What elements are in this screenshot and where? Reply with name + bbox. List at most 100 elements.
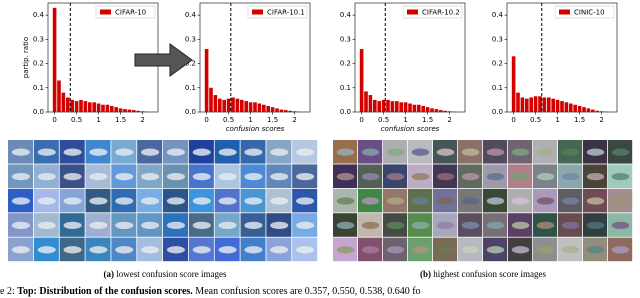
y-tick-label: 0.0: [340, 108, 351, 116]
image-grids: [8, 140, 633, 262]
y-tick-label: 0.2: [185, 60, 196, 68]
bar: [577, 105, 582, 112]
x-tick-label: 1: [403, 116, 407, 124]
image-object: [244, 148, 263, 156]
y-tick-label: 0.3: [33, 35, 44, 43]
bar: [88, 102, 92, 112]
bar: [425, 107, 430, 112]
image-object: [89, 197, 108, 205]
bar: [564, 102, 569, 112]
image-object: [11, 197, 30, 205]
bar: [533, 96, 538, 112]
image-object: [63, 172, 82, 181]
bar: [96, 103, 101, 112]
bar: [209, 87, 213, 112]
image-object: [218, 148, 237, 156]
bar: [127, 109, 132, 112]
image-object: [411, 221, 430, 230]
y-axis-label: partip. ratio: [22, 37, 30, 78]
bar: [292, 111, 297, 112]
bar: [110, 105, 114, 112]
image-object: [486, 148, 505, 156]
x-tick-label: 0: [511, 116, 515, 124]
bar: [262, 104, 266, 112]
image-object: [166, 172, 185, 181]
image-object: [166, 246, 185, 254]
bar: [74, 101, 79, 112]
arrow: [134, 43, 193, 77]
image-object: [486, 197, 505, 205]
image-object: [536, 221, 555, 230]
charts: 0.0 0.1 0.2 0.3 0.4 0 0.5 1 1.5 2 CIFAR-10 partip. …: [22, 2, 618, 133]
image-object: [561, 246, 580, 254]
x-tick-label: 1.5: [422, 116, 433, 124]
bar: [284, 110, 288, 112]
bar: [218, 98, 222, 112]
bar: [79, 99, 83, 112]
bar: [542, 97, 547, 112]
bar: [373, 99, 377, 112]
image-object: [336, 221, 355, 230]
image-object: [192, 148, 211, 156]
image-object: [63, 148, 82, 156]
image-object: [218, 197, 237, 205]
subcaption-tag: (a): [104, 269, 115, 279]
image-object: [115, 148, 134, 156]
image-object: [561, 221, 580, 230]
image-object: [296, 172, 315, 181]
x-tick-label: 2: [447, 116, 451, 124]
image-object: [270, 148, 289, 156]
image-object: [461, 221, 480, 230]
x-tick-label: 2: [599, 116, 603, 124]
bar: [226, 98, 231, 112]
image-object: [141, 221, 160, 230]
image-object: [461, 172, 480, 181]
bar: [447, 111, 452, 112]
y-tick-label: 0.1: [33, 84, 44, 92]
bar: [395, 101, 399, 112]
x-tick-label: 1: [248, 116, 252, 124]
bar: [266, 105, 270, 112]
image-object: [436, 197, 455, 205]
image-object: [411, 172, 430, 181]
image-object: [166, 221, 185, 230]
image-object: [89, 172, 108, 181]
bar: [213, 95, 218, 112]
bar: [244, 101, 248, 112]
image-object: [611, 246, 630, 254]
bar: [591, 109, 595, 112]
image-object: [63, 246, 82, 254]
image-object: [361, 221, 380, 230]
image-object: [37, 197, 56, 205]
bar: [520, 97, 525, 112]
x-axis-label: confusion scores: [381, 125, 440, 133]
y-tick-label: 0.1: [492, 84, 503, 92]
image-object: [37, 221, 56, 230]
x-tick-label: 0: [52, 116, 56, 124]
bar: [439, 110, 443, 112]
x-tick-label: 2: [292, 116, 296, 124]
image-object: [141, 246, 160, 254]
bar: [560, 101, 564, 112]
bar: [222, 99, 226, 112]
bar: [412, 104, 417, 112]
chart: 0.0 0.1 0.2 0.3 0.4 0 0.5 1 1.5 2 CIFAR-10.2 confus…: [340, 2, 466, 133]
bar: [399, 102, 403, 112]
image-object: [461, 148, 480, 156]
x-tick-label: 1.5: [267, 116, 278, 124]
bar: [586, 108, 591, 112]
chart: 0.0 0.1 0.2 0.3 0.4 0 0.5 1 1.5 2 CIFAR-10.1 confus…: [185, 2, 311, 133]
legend-label: CIFAR-10.1: [267, 9, 305, 17]
image-object: [192, 172, 211, 181]
image-object: [270, 172, 289, 181]
bar: [599, 111, 604, 112]
y-tick-label: 0.3: [492, 35, 503, 43]
image-object: [115, 246, 134, 254]
legend-frame: [95, 5, 156, 19]
y-tick-label: 0.2: [340, 60, 351, 68]
bar: [61, 92, 66, 112]
image-object: [536, 148, 555, 156]
y-tick-label: 0.4: [33, 11, 45, 19]
chart: 0.0 0.1 0.2 0.3 0.4 0 0.5 1 1.5 2 CINIC-10: [492, 2, 618, 124]
x-tick-label: 0.5: [530, 116, 541, 124]
